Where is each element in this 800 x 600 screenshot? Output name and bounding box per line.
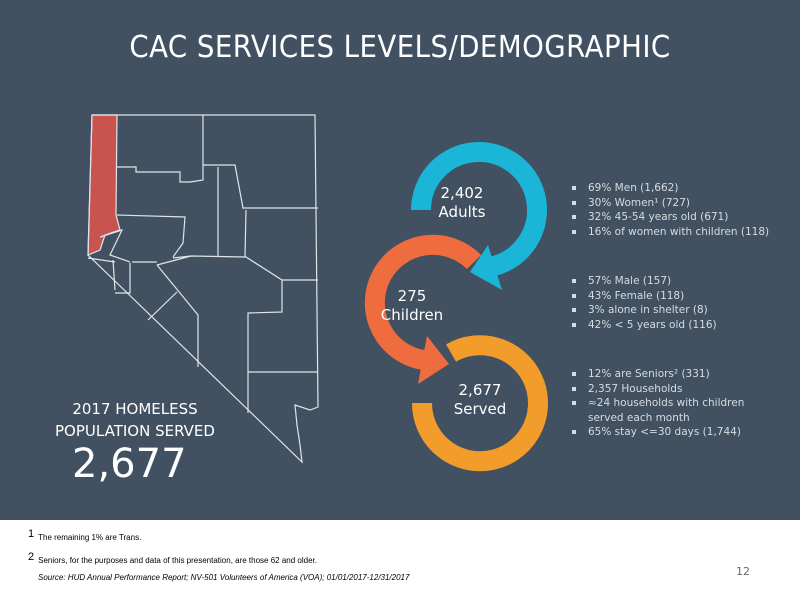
page-number: 12: [736, 565, 750, 578]
footnote-text: Seniors, for the purposes and data of th…: [38, 556, 317, 565]
county-line: [115, 263, 131, 294]
county-line: [156, 264, 199, 367]
adults-ring-label: 2,402 Adults: [412, 184, 512, 222]
children-label: Children: [380, 306, 444, 324]
bullet-item: ≈24 households with children served each…: [572, 396, 752, 425]
county-line: [244, 209, 247, 258]
served-ring: [411, 335, 548, 472]
bullet-item: 3% alone in shelter (8): [572, 303, 772, 318]
bullet-item: 2,357 Households: [572, 382, 752, 397]
footnote-2: 2 Seniors, for the purposes and data of t…: [28, 551, 317, 568]
population-label: 2017 HOMELESS POPULATION SERVED: [30, 398, 240, 442]
bullet-item: 30% Women¹ (727): [572, 196, 772, 211]
county-line: [112, 259, 116, 291]
bullet-item: 32% 45-54 years old (671): [572, 210, 772, 225]
children-arrowhead: [418, 336, 449, 384]
bullet-item: 42% < 5 years old (116): [572, 318, 772, 333]
county-line: [172, 255, 318, 281]
children-bullets: 57% Male (157) 43% Female (118) 3% alone…: [572, 274, 772, 332]
population-label-line2: POPULATION SERVED: [55, 422, 215, 440]
served-label: Served: [453, 400, 507, 418]
footnote-mark: 2: [28, 551, 35, 563]
adults-label: Adults: [438, 203, 486, 221]
bullet-item: 43% Female (118): [572, 289, 772, 304]
county-line: [147, 291, 178, 321]
adults-arrowhead: [470, 245, 502, 290]
county-line: [116, 115, 204, 183]
footnote-1: 1 The remaining 1% are Trans.: [28, 528, 142, 545]
bullet-item: 65% stay <=30 days (1,744): [572, 425, 752, 440]
flow-rings: [364, 142, 548, 472]
nevada-map: [87, 114, 548, 472]
adults-ring: [411, 142, 547, 276]
slide: CAC SERVICES LEVELS/DEMOGRAPHIC: [0, 0, 800, 520]
source-citation: Source: HUD Annual Performance Report; N…: [38, 573, 410, 582]
population-label-line1: 2017 HOMELESS: [72, 400, 198, 418]
county-line: [247, 280, 283, 413]
county-line: [203, 164, 318, 209]
county-line: [99, 229, 131, 263]
bullet-item: 69% Men (1,662): [572, 181, 772, 196]
adults-count: 2,402: [440, 184, 484, 202]
population-value: 2,677: [72, 441, 187, 487]
children-ring-label: 275 Children: [362, 287, 462, 325]
bullet-item: 16% of women with children (118): [572, 225, 772, 240]
served-ring-label: 2,677 Served: [430, 381, 530, 419]
slide-title: CAC SERVICES LEVELS/DEMOGRAPHIC: [129, 30, 671, 65]
served-count: 2,677: [458, 381, 502, 399]
county-line: [156, 255, 192, 266]
adults-bullets: 69% Men (1,662) 30% Women¹ (727) 32% 45-…: [572, 181, 772, 239]
footnote-mark: 1: [28, 528, 35, 540]
children-count: 275: [397, 287, 427, 305]
county-line: [116, 214, 186, 258]
washoe-county: [87, 114, 121, 256]
children-ring: [364, 234, 482, 370]
state-outline: [87, 114, 319, 464]
bullet-item: 57% Male (157): [572, 274, 772, 289]
served-bullets: 12% are Seniors² (331) 2,357 Households …: [572, 367, 752, 440]
county-line: [87, 257, 116, 263]
bullet-item: 12% are Seniors² (331): [572, 367, 752, 382]
footnote-text: The remaining 1% are Trans.: [38, 533, 142, 542]
